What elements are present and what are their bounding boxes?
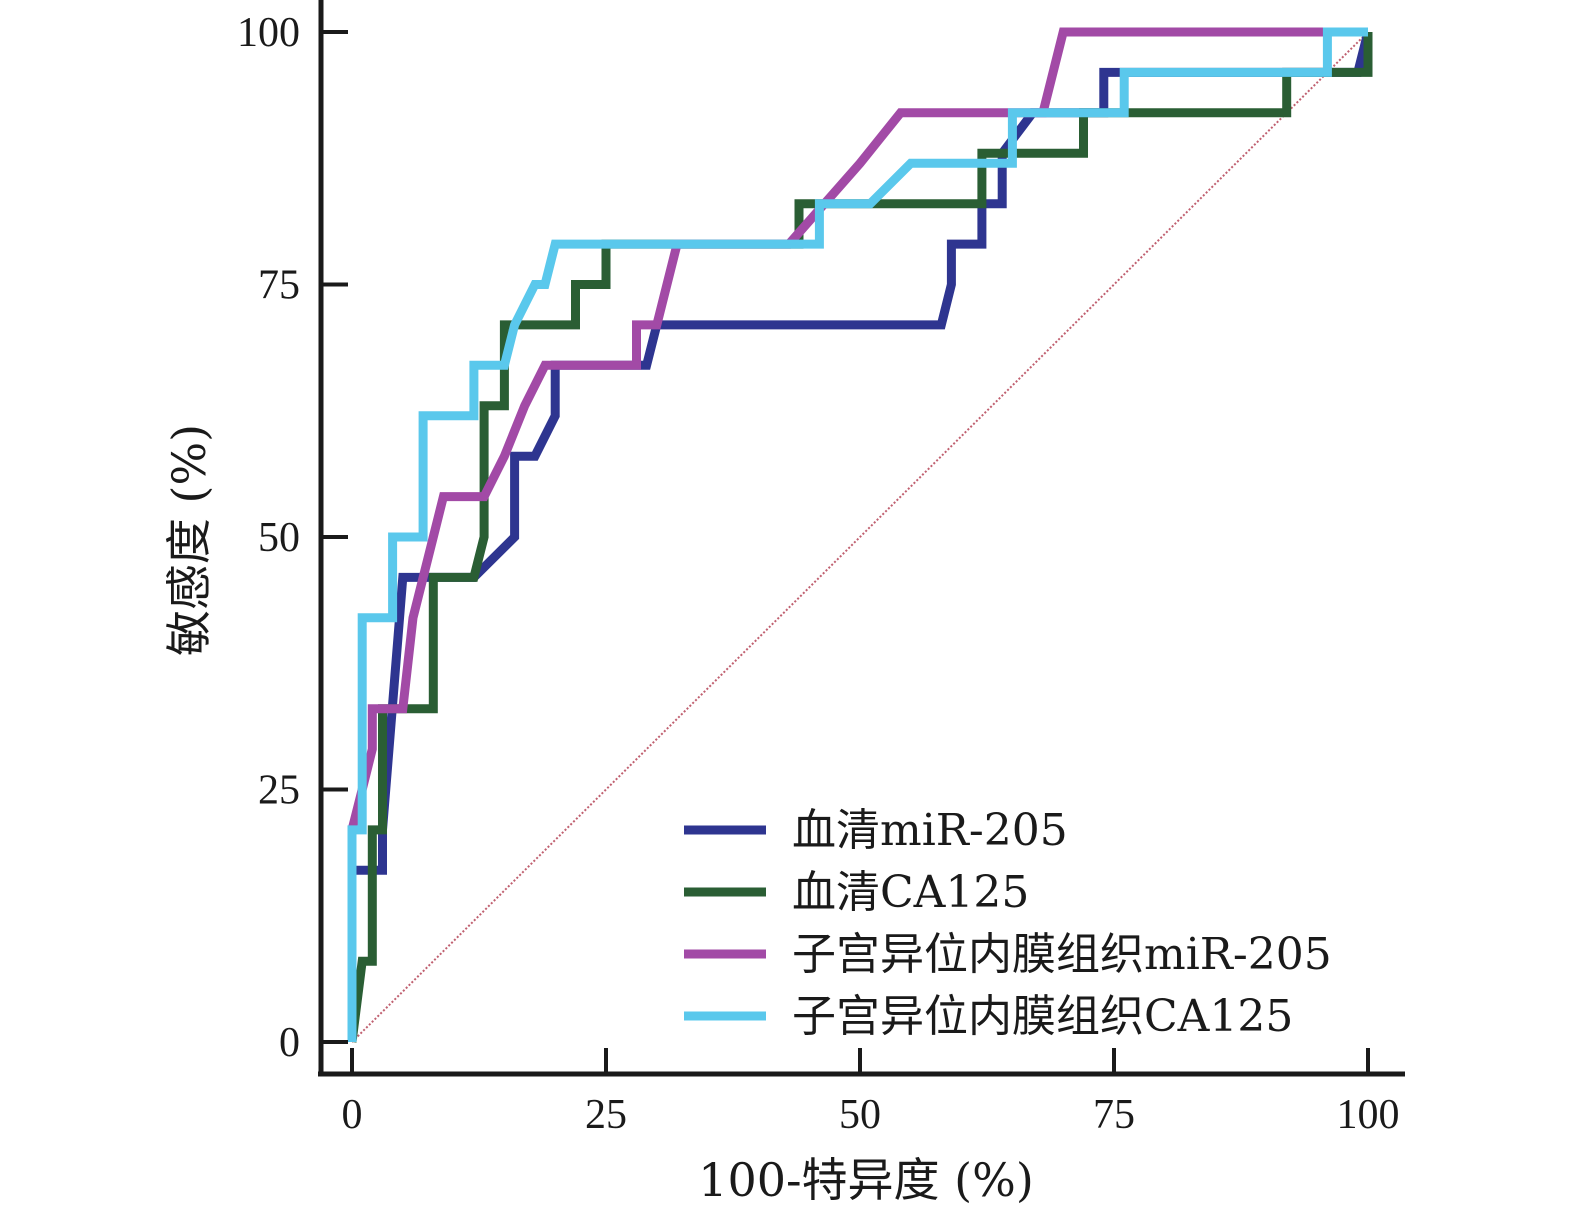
series-line-3 (347, 27, 1368, 832)
reference-line-layer (351, 31, 1369, 1043)
x-tick-label: 50 (839, 1092, 881, 1138)
x-tick-label: 100 (1337, 1092, 1400, 1138)
x-tick-label: 25 (585, 1092, 627, 1138)
y-tick-label: 75 (258, 263, 300, 309)
legend: 血清miR-205 血清CA125 子宫异位内膜组织miR-205 子宫异位内膜组织C… (684, 805, 1332, 1042)
tick-layer: 0 25 50 75 100 0 25 50 75 100 (237, 10, 1400, 1138)
legend-label: 子宫异位内膜组织CA125 (792, 991, 1293, 1042)
series-layer (347, 27, 1373, 1043)
reference-diagonal-line (351, 31, 1369, 1043)
y-tick-label: 0 (279, 1020, 300, 1066)
y-tick-label: 100 (237, 10, 300, 56)
series-line-2 (347, 32, 1373, 1043)
legend-label: 血清CA125 (792, 867, 1029, 918)
series-line-4 (347, 27, 1368, 1042)
x-tick-label: 0 (342, 1092, 363, 1138)
x-axis-title: 100-特异度 (%) (698, 1153, 1034, 1207)
y-axis-title: 敏感度 (%) (162, 424, 216, 656)
y-tick-label: 25 (258, 768, 300, 814)
legend-label: 血清miR-205 (792, 805, 1068, 856)
y-tick-label: 50 (258, 515, 300, 561)
legend-label: 子宫异位内膜组织miR-205 (792, 929, 1332, 980)
x-tick-label: 75 (1093, 1092, 1135, 1138)
